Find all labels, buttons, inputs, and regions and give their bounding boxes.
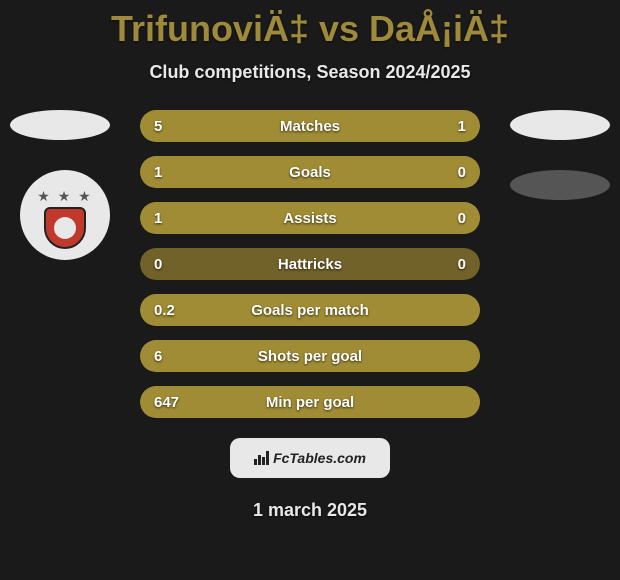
stat-label: Goals per match xyxy=(140,302,480,319)
stat-label: Assists xyxy=(140,210,480,227)
stats-area: ★ ★ ★ 5Matches11Goals01Assists00Hattrick… xyxy=(0,110,620,521)
player-badge-right xyxy=(510,110,610,170)
stat-row: 5Matches1 xyxy=(140,110,480,142)
stat-value-right: 0 xyxy=(458,210,466,227)
stat-label: Matches xyxy=(140,118,480,135)
stat-label: Goals xyxy=(140,164,480,181)
stat-value-right: 0 xyxy=(458,164,466,181)
source-label: FcTables.com xyxy=(273,450,366,466)
page-title: TrifunoviÄ‡ vs DaÅ¡iÄ‡ xyxy=(0,0,620,50)
stat-value-right: 0 xyxy=(458,256,466,273)
stat-label: Hattricks xyxy=(140,256,480,273)
chart-icon xyxy=(254,451,269,465)
ellipse-icon xyxy=(10,110,110,140)
stats-rows: 5Matches11Goals01Assists00Hattricks00.2G… xyxy=(140,110,480,418)
source-badge: FcTables.com xyxy=(230,438,390,478)
stat-value-right: 1 xyxy=(458,118,466,135)
stat-row: 1Assists0 xyxy=(140,202,480,234)
stat-row: 1Goals0 xyxy=(140,156,480,188)
stat-row: 0Hattricks0 xyxy=(140,248,480,280)
stat-label: Min per goal xyxy=(140,394,480,411)
stat-row: 6Shots per goal xyxy=(140,340,480,372)
stat-row: 0.2Goals per match xyxy=(140,294,480,326)
subtitle: Club competitions, Season 2024/2025 xyxy=(0,62,620,83)
date-label: 1 march 2025 xyxy=(0,500,620,521)
stat-label: Shots per goal xyxy=(140,348,480,365)
stars-icon: ★ ★ ★ xyxy=(37,188,92,205)
player-badge-left xyxy=(10,110,110,170)
shield-icon xyxy=(44,207,86,249)
club-logo-left: ★ ★ ★ xyxy=(20,170,110,260)
club-logo-right xyxy=(510,170,610,200)
stat-row: 647Min per goal xyxy=(140,386,480,418)
ellipse-icon xyxy=(510,110,610,140)
